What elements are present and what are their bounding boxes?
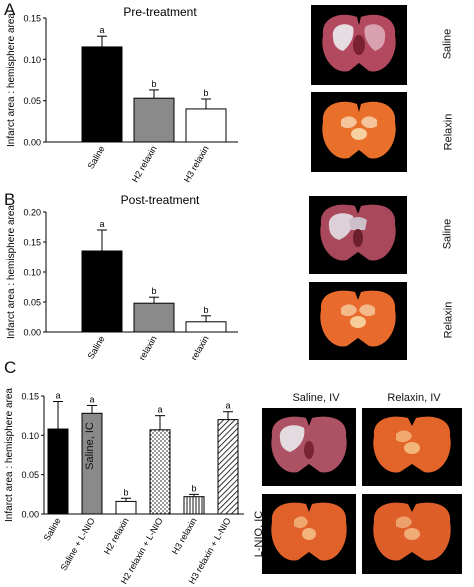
y-tick-label: 0.10 [23,268,41,278]
bar [81,412,103,515]
y-axis-label: Infarct area : hemisphere area [6,205,17,339]
category-label: Saline + L-NIO [58,516,96,572]
significance-label: a [99,219,104,229]
y-tick-label: 0.15 [23,238,41,248]
significance-label: a [157,405,162,415]
y-tick-label: 0.00 [23,328,41,338]
brain-slice-saline-icon [309,196,407,274]
category-label: Saline [86,334,107,360]
chart-title: Post-treatment [121,193,200,207]
photo-row-label-lnio-ic: L-NIO, IC [253,510,266,558]
brain-photo-b-saline [309,196,407,274]
chart-panel-b: 0.00 0.05 0.10 0.15 0.20 Infarct area : hemis… [6,193,238,360]
brain-slice-relaxin-icon [362,494,462,574]
category-label: H3 relaxin [182,144,211,184]
panel-a-letter: A [4,0,16,19]
chart-title: Pre-treatment [123,5,197,19]
bar [81,46,123,143]
y-tick-label: 0.05 [21,470,39,480]
brain-photo-a-relaxin [311,92,407,172]
y-tick-label: 0.10 [21,431,39,441]
category-label: H2 relaxin [130,144,159,184]
brain-photo-b-relaxin [309,282,407,360]
category-label: H3 relaxin [170,516,199,556]
chart-panel-c: 0.00 0.05 0.10 0.15 Infarct area : hemispher… [4,388,244,586]
y-tick-label: 0.15 [23,14,41,24]
brain-slice-relaxin-icon [362,408,462,486]
significance-label: a [225,401,230,411]
y-axis-label: Infarct area : hemisphere area [4,388,15,522]
significance-label: a [55,391,60,401]
y-axis-label: Infarct area : hemisphere area [6,13,17,147]
bar [183,496,205,515]
significance-label: b [151,286,156,296]
category-label: Saline [86,144,107,171]
category-label: H2 relaxin [102,516,131,556]
y-tick-label: 0.15 [21,392,39,402]
y-tick-label: 0.20 [23,208,41,218]
brain-photo-c-saline-saline [262,408,356,486]
panel-c-letter: C [4,358,17,377]
y-tick-label: 0.00 [23,138,41,148]
photo-col-label-saline-iv: Saline, IV [292,392,340,404]
photo-label-a-relaxin: Relaxin [442,113,455,151]
panel-b-letter: B [4,190,16,209]
bar [185,108,227,143]
significance-label: b [203,88,208,98]
bar [149,429,171,515]
bar [133,97,175,143]
brain-photo-c-relaxin-lnio [362,494,462,574]
brain-slice-saline-icon [262,494,356,574]
y-tick-label: 0.05 [23,96,41,106]
brain-slice-relaxin-icon [309,282,407,360]
photo-label-b-relaxin: Relaxin [442,301,455,339]
significance-label: b [191,483,196,493]
bar [185,321,227,333]
photo-label-a-saline: Saline [441,28,454,60]
brain-slice-saline-icon [311,5,407,85]
category-label: H3 relaxin [182,334,211,360]
y-tick-label: 0.00 [21,510,39,520]
brain-slice-saline-icon [262,408,356,486]
bar [47,428,69,515]
significance-label: b [203,305,208,315]
bar [81,250,123,333]
photo-label-b-saline: Saline [441,218,454,250]
bar [133,302,175,333]
chart-panel-a: 0.00 0.05 0.10 0.15 Infarct area : hemispher… [6,5,238,184]
photo-row-label-saline-ic: Saline, IC [83,422,96,470]
bar [115,500,137,515]
y-tick-label: 0.05 [23,298,41,308]
significance-label: a [89,394,94,404]
significance-label: a [99,25,104,35]
brain-photo-c-relaxin-saline [362,408,462,486]
photo-col-label-relaxin-iv: Relaxin, IV [387,392,441,404]
category-label: H2 relaxin [130,334,159,360]
significance-label: b [123,487,128,497]
significance-label: b [151,79,156,89]
brain-slice-relaxin-icon [311,92,407,172]
category-label: Saline [42,516,63,543]
brain-photo-c-saline-lnio [262,494,356,574]
brain-photo-a-saline [311,5,407,85]
bar [217,419,239,515]
y-tick-label: 0.10 [23,55,41,65]
